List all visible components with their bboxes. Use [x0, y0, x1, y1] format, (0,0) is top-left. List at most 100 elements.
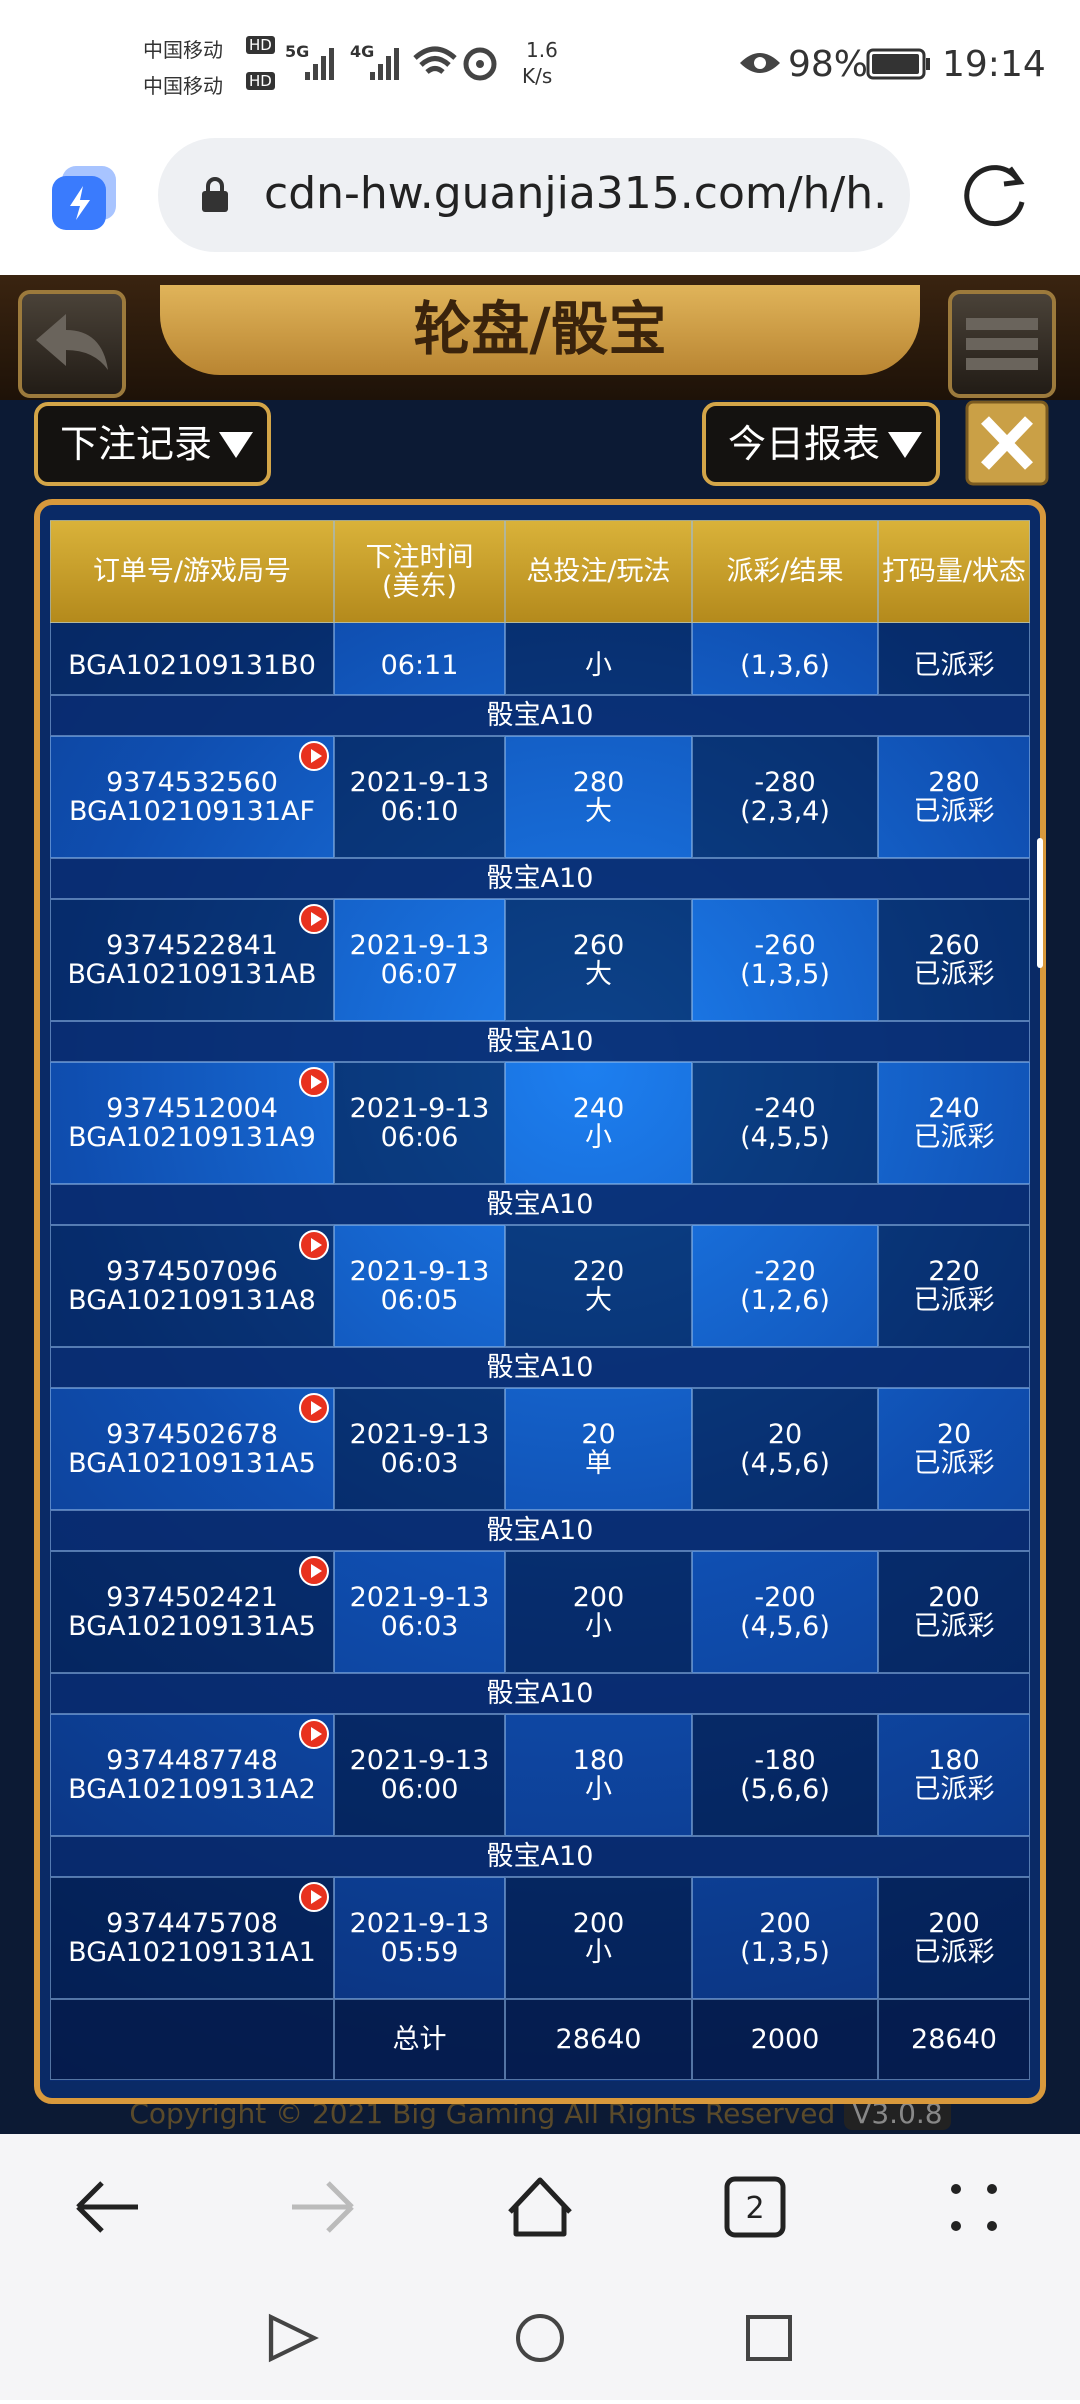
back-arrow [36, 314, 108, 370]
game-panel: 轮盘/骰宝 下注记录 今日报表 Copyright © 2021 Big Gam… [0, 275, 1080, 2134]
cell-text: 2021-9-13 [349, 1745, 490, 1776]
sys-recent[interactable] [746, 2315, 792, 2361]
play-icon[interactable] [299, 904, 329, 934]
hd-badge: HD [246, 72, 275, 90]
cell-text: 9374512004 [106, 1093, 278, 1124]
cell-text: BGA102109131A8 [68, 1285, 316, 1316]
cell-text: (1,2,6) [740, 1285, 830, 1316]
total-cell: 总计 [334, 1999, 505, 2080]
game-label-text: 骰宝A10 [486, 700, 594, 731]
network-type: 5G [285, 42, 310, 61]
game-label: 骰宝A10 [50, 1184, 1030, 1225]
game-label-text: 骰宝A10 [486, 1189, 594, 1220]
cell: 2021-9-13 06:03 [334, 1388, 505, 1510]
back-nav[interactable] [76, 2181, 138, 2233]
close-button[interactable] [965, 400, 1049, 486]
cell-text: (4,5,6) [740, 1611, 830, 1642]
play-triangle [311, 1727, 322, 1741]
cell: (1,3,6) [692, 593, 878, 695]
play-triangle [311, 1401, 322, 1415]
cell-text: BGA102109131A2 [68, 1774, 316, 1805]
address-bar[interactable]: cdn-hw.guanjia315.com/h/h. [158, 138, 910, 252]
cell-text: 9374502678 [106, 1419, 278, 1450]
game-label: 骰宝A10 [50, 1510, 1030, 1551]
cell-text: (5,6,6) [740, 1774, 830, 1805]
cell-text: 大 [585, 1285, 612, 1316]
header-cell: 派彩/结果 [692, 520, 878, 623]
reload-button[interactable] [958, 158, 1034, 234]
cell-text: 200 [928, 1582, 980, 1613]
cell: 200 已派彩 [878, 1551, 1030, 1673]
cell: 200 已派彩 [878, 1877, 1030, 1999]
sys-home[interactable] [516, 2314, 564, 2362]
play-icon[interactable] [299, 1882, 329, 1912]
sys-back[interactable] [268, 2313, 319, 2363]
battery-icon [866, 48, 930, 80]
cell-text: 已派彩 [913, 1285, 995, 1316]
header-cell: 订单号/游戏局号 [50, 520, 334, 623]
menu-icon [966, 318, 1038, 370]
play-icon[interactable] [299, 1719, 329, 1749]
play-triangle [311, 749, 322, 763]
header-text: 打码量/状态 [881, 556, 1027, 587]
cell-text: 2021-9-13 [349, 1256, 490, 1287]
back-button[interactable] [18, 290, 126, 398]
cell-text: 220 [928, 1256, 980, 1287]
clock: 19:14 [942, 44, 1046, 85]
cell-text: BGA102109131A5 [68, 1448, 316, 1479]
cell-text: 已派彩 [913, 959, 995, 990]
cell-text: 200 [928, 1908, 980, 1939]
cell-text: 小 [585, 1122, 612, 1153]
cell-text: 大 [585, 796, 612, 827]
report-dropdown[interactable]: 今日报表 [702, 402, 940, 486]
more-nav[interactable] [951, 2184, 997, 2231]
play-triangle [311, 1564, 322, 1578]
cell-text: 9374502421 [106, 1582, 278, 1613]
cell-text: BGA102109131A9 [68, 1122, 316, 1153]
cell-text: (4,5,6) [740, 1448, 830, 1479]
cell: -220 (1,2,6) [692, 1225, 878, 1347]
net-speed-unit: K/s [522, 64, 553, 88]
cell: 9374502678 BGA102109131A5 [50, 1388, 334, 1510]
cell: -200 (4,5,6) [692, 1551, 878, 1673]
total-cell: 2000 [692, 1999, 878, 2080]
status-bar: 中国移动 中国移动 HD HD 5G 4G 1.6 K/s 98% 19:14 [0, 0, 1080, 130]
browser-icon[interactable] [48, 162, 120, 234]
play-icon[interactable] [299, 1556, 329, 1586]
records-table: BGA102109131B0 06:11 小 (1,3,6) 已派彩 订单号/游戏局号 下注… [50, 520, 1030, 2081]
cell: 180 小 [505, 1714, 692, 1836]
cell: -260 (1,3,5) [692, 899, 878, 1021]
game-label-text: 骰宝A10 [486, 863, 594, 894]
play-icon[interactable] [299, 1067, 329, 1097]
browser-bar: cdn-hw.guanjia315.com/h/h. [0, 130, 1080, 275]
cell: 20 单 [505, 1388, 692, 1510]
cell: 200 小 [505, 1551, 692, 1673]
play-icon[interactable] [299, 741, 329, 771]
menu-button[interactable] [948, 290, 1056, 398]
cell-text: 已派彩 [913, 1937, 995, 1968]
cell-text: 9374475708 [106, 1908, 278, 1939]
game-title: 轮盘/骰宝 [160, 285, 920, 375]
cell-text: 06:10 [380, 796, 459, 827]
cell-text: 220 [572, 1256, 625, 1287]
cell-text: 2021-9-13 [349, 930, 490, 961]
cell-text: 已派彩 [913, 1448, 995, 1479]
forward-nav[interactable] [292, 2181, 354, 2233]
game-label-text: 骰宝A10 [486, 1678, 594, 1709]
home-nav[interactable] [508, 2177, 572, 2237]
play-icon[interactable] [299, 1393, 329, 1423]
header-cell: 下注时间 (美东) [334, 520, 505, 623]
battery-percent: 98% [788, 44, 869, 85]
header-text: 总投注/玩法 [526, 556, 671, 587]
tabs-nav[interactable] [724, 2176, 786, 2238]
cell-text: 06:11 [380, 650, 459, 681]
bet-record-dropdown[interactable]: 下注记录 [34, 402, 271, 486]
cell-text: 200 [572, 1908, 625, 1939]
play-icon[interactable] [299, 1230, 329, 1260]
cell-text: 单 [585, 1448, 612, 1479]
cell: 2021-9-13 06:00 [334, 1714, 505, 1836]
total-cell [50, 1999, 334, 2080]
cell-text: 280 [572, 767, 625, 798]
